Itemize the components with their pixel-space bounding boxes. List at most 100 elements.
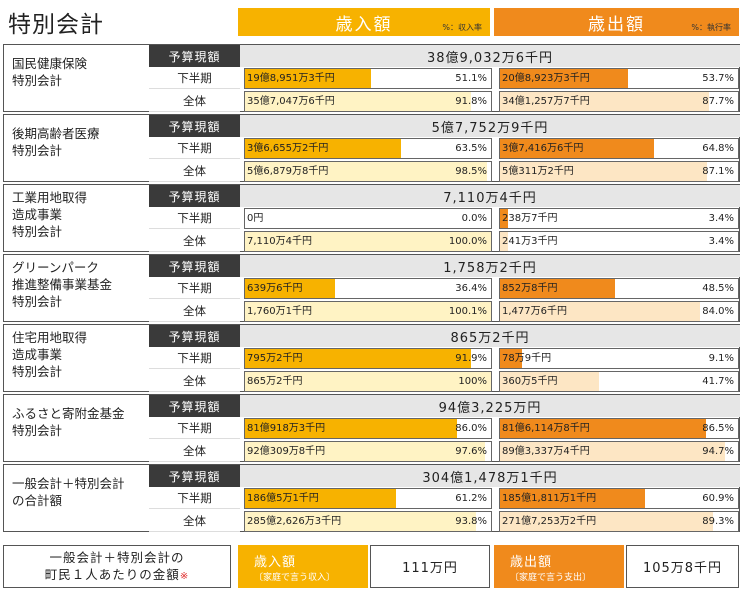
revenue-cell: 1,760万1千円 100.1% — [244, 301, 492, 322]
whole-row: 全体 92億309万8千円 97.6% 89億3,337万4千円 94.7% — [149, 440, 740, 463]
expenditure-rate: 53.7% — [702, 73, 734, 84]
group-name-line: 造成事業 — [12, 347, 63, 362]
group-name: グリーンパーク 推進整備事業基金 特別会計 — [4, 255, 149, 321]
per-capita-expenditure-label-box: 歳出額 〔家庭で言う支出〕 — [494, 545, 624, 588]
whole-row-label: 全体 — [149, 90, 240, 112]
group-name-line: 特別会計 — [12, 224, 63, 239]
expenditure-bar — [500, 69, 628, 88]
account-group: 後期高齢者医療 特別会計 予算現額 5億7,752万9千円 下半期 3億6,655万2千円… — [3, 114, 740, 182]
second-half-row: 下半期 81億918万3千円 86.0% 81億6,114万8千円 86.5% — [149, 417, 740, 440]
account-group: 住宅用地取得 造成事業 特別会計 予算現額 865万2千円 下半期 795万2千円 91.9%… — [3, 324, 740, 392]
group-name-line: 特別会計 — [12, 423, 63, 438]
expenditure-amount: 3億7,416万6千円 — [502, 143, 584, 154]
expenditure-bar — [500, 302, 700, 321]
group-name-line: 国民健康保険 — [12, 56, 88, 71]
expenditure-amount: 20億8,923万3千円 — [502, 73, 590, 84]
expenditure-amount: 238万7千円 — [502, 213, 558, 224]
budget-row: 予算現額 1,758万2千円 — [149, 255, 740, 278]
revenue-rate: 91.8% — [455, 96, 487, 107]
revenue-rate: 100.0% — [448, 236, 487, 247]
per-capita-title: 一般会計＋特別会計の 町民１人あたりの金額※ — [3, 545, 231, 588]
expenditure-amount: 1,477万6千円 — [502, 306, 567, 317]
group-name-line: グリーンパーク — [12, 260, 99, 275]
revenue-amount: 5億6,879万8千円 — [247, 166, 329, 177]
second-half-row: 下半期 639万6千円 36.4% 852万8千円 48.5% — [149, 277, 740, 300]
expenditure-amount: 34億1,257万7千円 — [502, 96, 590, 107]
per-capita-expenditure-sub: 〔家庭で言う支出〕 — [510, 572, 592, 583]
revenue-amount: 639万6千円 — [247, 283, 303, 294]
group-name: 一般会計＋特別会計 の合計額 — [4, 465, 149, 531]
expenditure-cell: 1,477万6千円 84.0% — [499, 301, 739, 322]
expenditure-amount: 81億6,114万8千円 — [502, 423, 590, 434]
expenditure-amount: 241万3千円 — [502, 236, 558, 247]
whole-row-label: 全体 — [149, 370, 240, 392]
second-half-row: 下半期 3億6,655万2千円 63.5% 3億7,416万6千円 64.8% — [149, 137, 740, 160]
budget-row: 予算現額 5億7,752万9千円 — [149, 115, 740, 138]
budget-label: 予算現額 — [149, 115, 240, 137]
budget-value: 7,110万4千円 — [240, 185, 740, 207]
budget-row: 予算現額 865万2千円 — [149, 325, 740, 348]
revenue-bar — [245, 419, 457, 438]
revenue-rate: 61.2% — [455, 493, 487, 504]
revenue-cell: 639万6千円 36.4% — [244, 278, 492, 299]
group-name: ふるさと寄附金基金 特別会計 — [4, 395, 149, 461]
expenditure-header-label: 歳出額 — [588, 14, 645, 35]
expenditure-rate: 94.7% — [702, 446, 734, 457]
per-capita-revenue-label-box: 歳入額 〔家庭で言う収入〕 — [238, 545, 368, 588]
expenditure-bar — [500, 442, 726, 461]
budget-row: 予算現額 7,110万4千円 — [149, 185, 740, 208]
budget-row: 予算現額 94億3,225万円 — [149, 395, 740, 418]
group-name-line: 特別会計 — [12, 294, 63, 309]
group-name-line: 推進整備事業基金 — [12, 277, 113, 292]
revenue-bar — [245, 372, 491, 391]
whole-row-label: 全体 — [149, 440, 240, 462]
expenditure-amount: 89億3,337万4千円 — [502, 446, 590, 457]
expenditure-bar — [500, 232, 509, 251]
account-group: ふるさと寄附金基金 特別会計 予算現額 94億3,225万円 下半期 81億918万3千円… — [3, 394, 740, 462]
expenditure-cell: 238万7千円 3.4% — [499, 208, 739, 229]
expenditure-bar — [500, 512, 713, 531]
revenue-amount: 81億918万3千円 — [247, 423, 326, 434]
revenue-amount: 0円 — [247, 213, 264, 224]
revenue-bar — [245, 92, 471, 111]
revenue-rate: 93.8% — [455, 516, 487, 527]
second-half-row-label: 下半期 — [149, 207, 240, 229]
whole-row: 全体 35億7,047万6千円 91.8% 34億1,257万7千円 87.7% — [149, 90, 740, 113]
whole-row: 全体 7,110万4千円 100.0% 241万3千円 3.4% — [149, 230, 740, 253]
revenue-cell: 5億6,879万8千円 98.5% — [244, 161, 492, 182]
budget-label: 予算現額 — [149, 465, 240, 487]
revenue-cell: 35億7,047万6千円 91.8% — [244, 91, 492, 112]
per-capita-revenue-label: 歳入額 — [254, 554, 297, 570]
revenue-bar — [245, 162, 488, 181]
expenditure-bar — [500, 419, 706, 438]
expenditure-cell: 3億7,416万6千円 64.8% — [499, 138, 739, 159]
revenue-amount: 35億7,047万6千円 — [247, 96, 335, 107]
second-half-row-label: 下半期 — [149, 487, 240, 509]
revenue-amount: 865万2千円 — [247, 376, 303, 387]
second-half-row: 下半期 186億5万1千円 61.2% 185億1,811万1千円 60.9% — [149, 487, 740, 510]
expenditure-cell: 271億7,253万2千円 89.3% — [499, 511, 739, 532]
expenditure-rate: 87.1% — [702, 166, 734, 177]
second-half-row: 下半期 795万2千円 91.9% 78万9千円 9.1% — [149, 347, 740, 370]
expenditure-cell: 852万8千円 48.5% — [499, 278, 739, 299]
revenue-rate: 100% — [458, 376, 487, 387]
whole-row-label: 全体 — [149, 300, 240, 322]
revenue-rate: 98.5% — [455, 166, 487, 177]
budget-row: 予算現額 304億1,478万1千円 — [149, 465, 740, 488]
revenue-cell: 81億918万3千円 86.0% — [244, 418, 492, 439]
per-capita-title-line1: 一般会計＋特別会計の — [49, 549, 185, 565]
whole-row: 全体 865万2千円 100% 360万5千円 41.7% — [149, 370, 740, 393]
expenditure-bar — [500, 372, 600, 391]
group-name-line: 一般会計＋特別会計 — [12, 476, 125, 491]
revenue-bar — [245, 279, 335, 298]
expenditure-rate: 41.7% — [702, 376, 734, 387]
budget-value: 94億3,225万円 — [240, 395, 740, 417]
second-half-row-label: 下半期 — [149, 67, 240, 89]
group-name-line: 工業用地取得 — [12, 190, 88, 205]
revenue-bar — [245, 512, 476, 531]
group-name-line: 特別会計 — [12, 73, 63, 88]
revenue-amount: 285億2,626万3千円 — [247, 516, 342, 527]
whole-row: 全体 1,760万1千円 100.1% 1,477万6千円 84.0% — [149, 300, 740, 323]
expenditure-rate: 3.4% — [708, 236, 734, 247]
expenditure-cell: 360万5千円 41.7% — [499, 371, 739, 392]
